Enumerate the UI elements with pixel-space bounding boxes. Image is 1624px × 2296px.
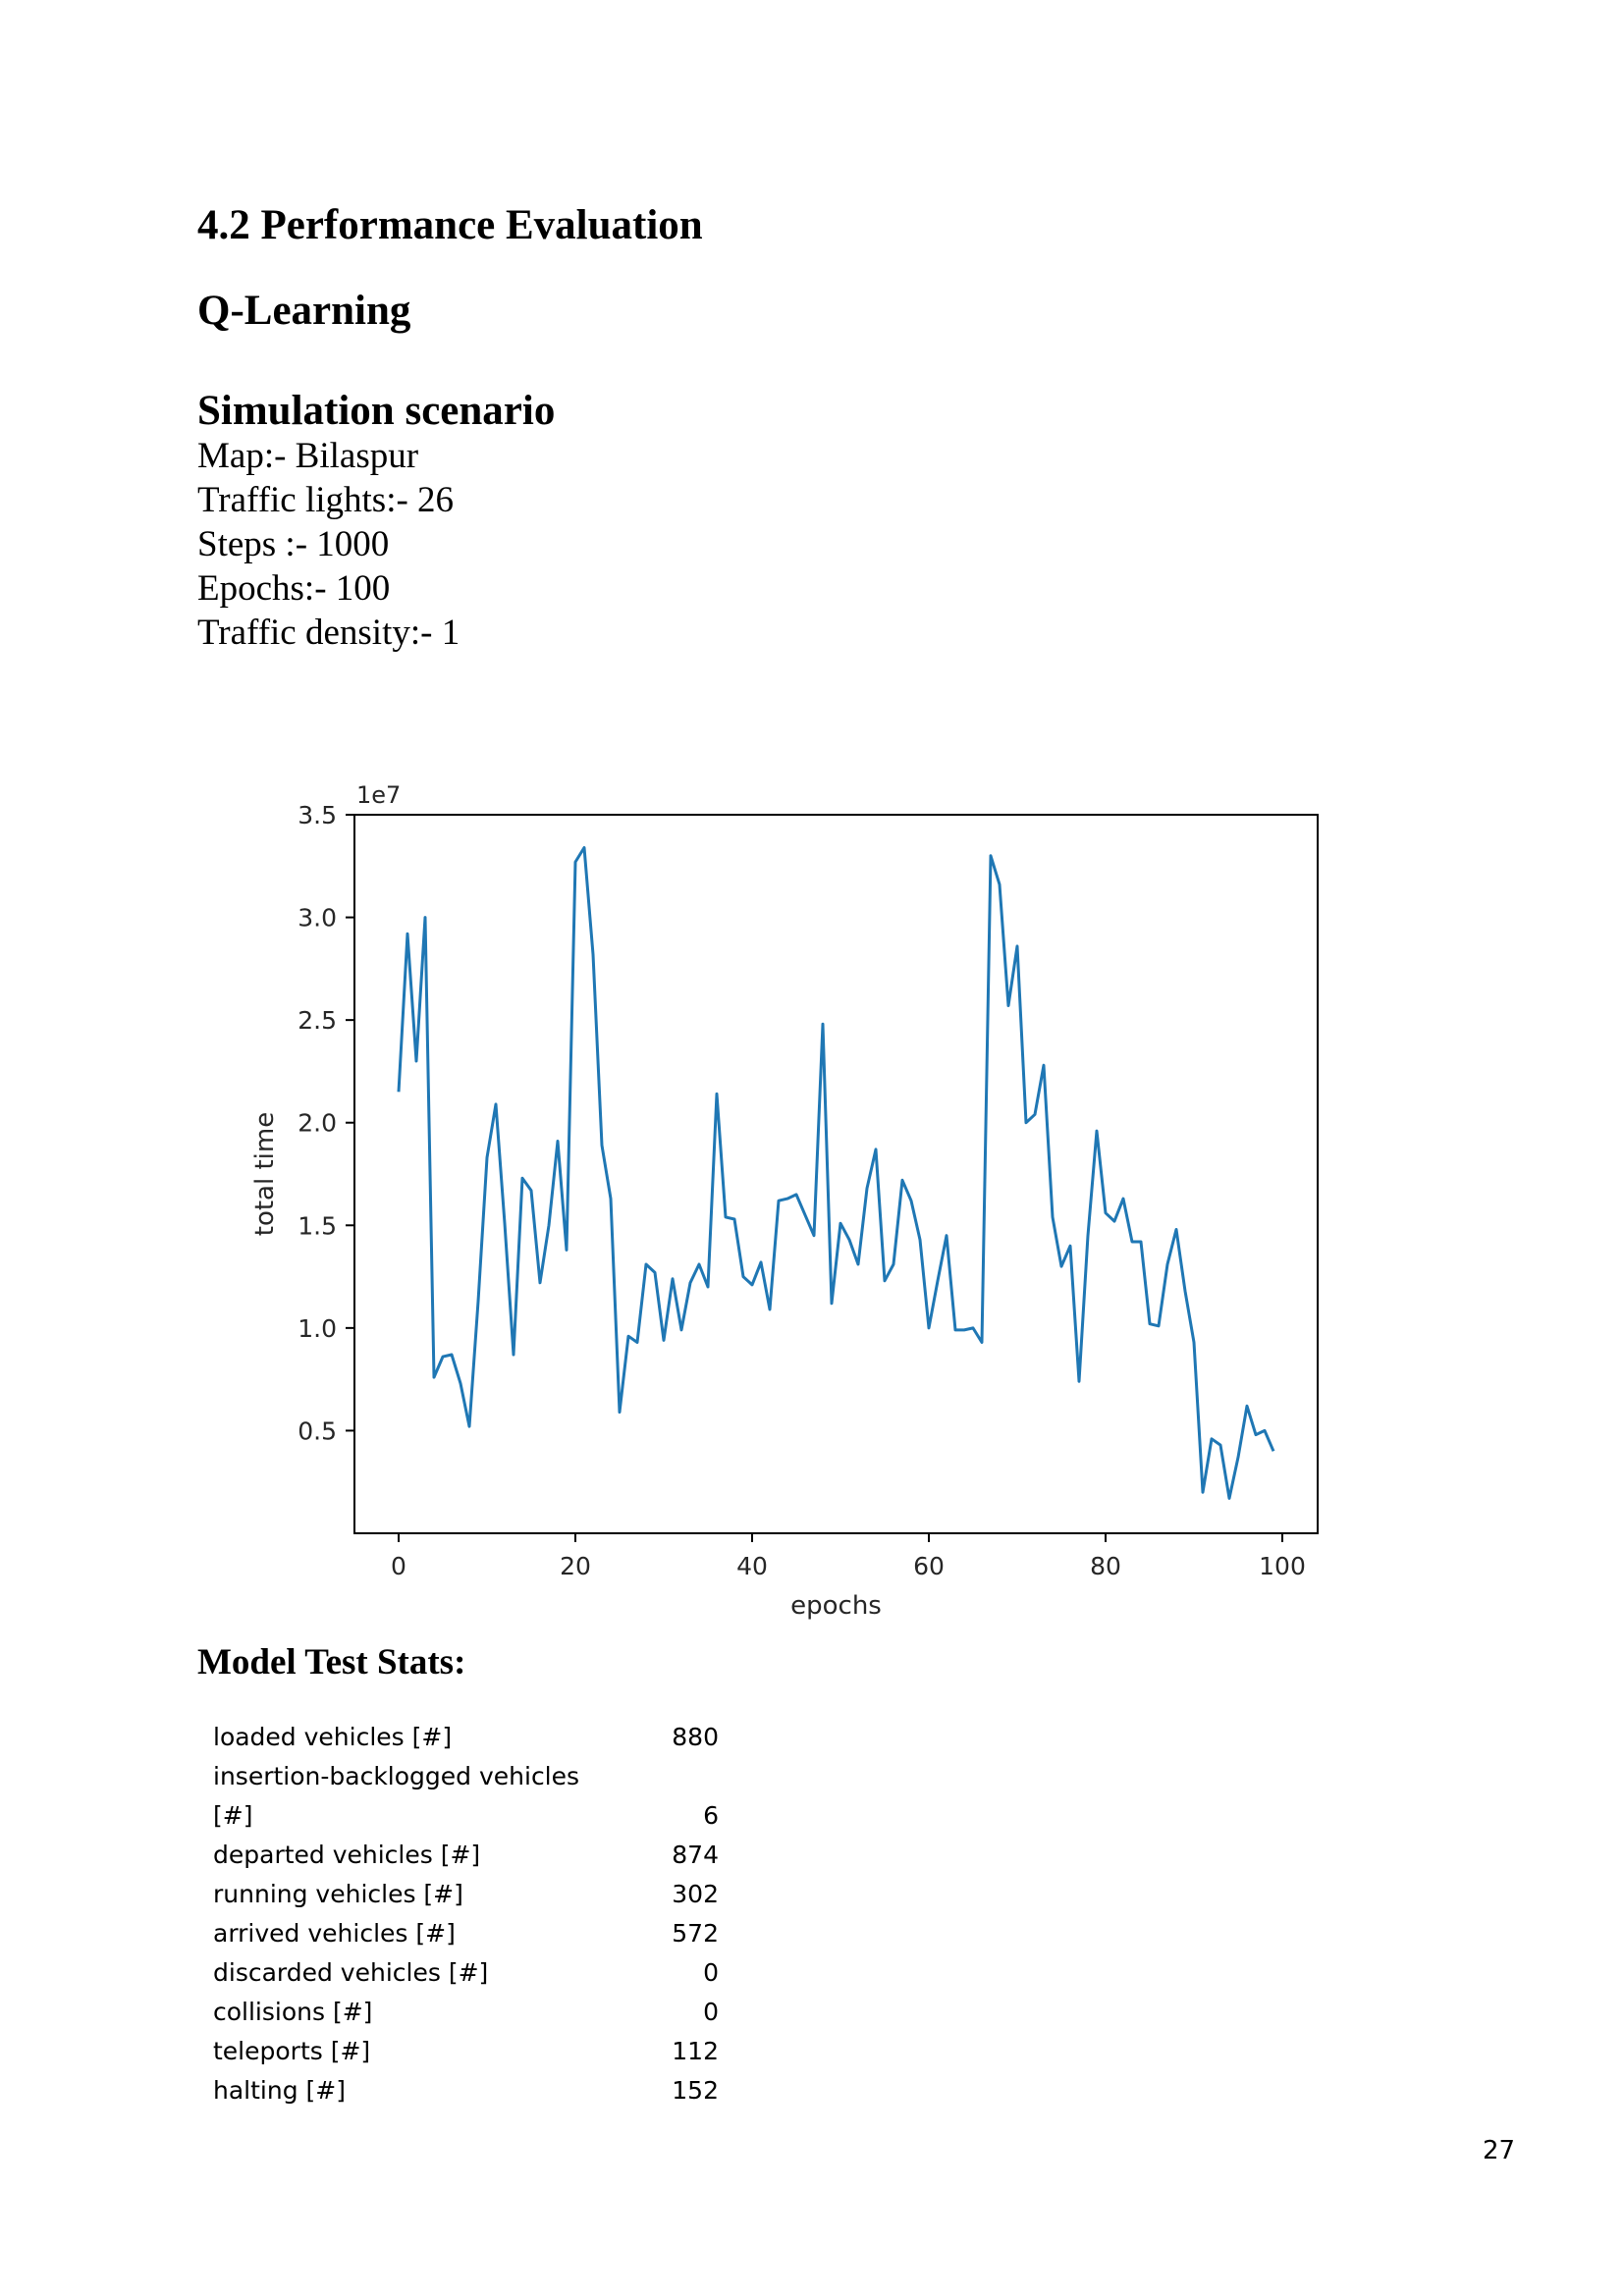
stats-row: teleports [#] 112 (213, 2030, 719, 2069)
stats-row: running vehicles [#] 302 (213, 1873, 719, 1912)
stats-label: [#] (213, 1801, 253, 1830)
stats-value: 302 (672, 1880, 719, 1908)
total-time-line-chart: 0.5 1.0 1.5 2.0 2.5 3.0 3.5 0 20 40 60 80 100 1e7 t… (250, 781, 1319, 1621)
y-tick-label: 2.5 (298, 1006, 337, 1035)
stats-label: halting [#] (213, 2076, 346, 2105)
method-heading: Q-Learning (197, 288, 411, 334)
y-tick-label: 3.5 (298, 801, 337, 829)
y-tick-label: 2.0 (298, 1109, 337, 1138)
scenario-heading: Simulation scenario (197, 388, 556, 434)
y-axis-label: total time (250, 1112, 280, 1236)
stats-label: arrived vehicles [#] (213, 1919, 456, 1948)
stats-label: departed vehicles [#] (213, 1841, 481, 1869)
scenario-list: Map:- Bilaspur Traffic lights:- 26 Steps… (197, 434, 460, 655)
model-test-stats-table: loaded vehicles [#] 880 insertion-backlogg… (213, 1716, 719, 2109)
x-tick-label: 60 (913, 1552, 945, 1580)
scenario-traffic-lights: Traffic lights:- 26 (197, 480, 455, 520)
stats-label: running vehicles [#] (213, 1880, 463, 1908)
stats-row: departed vehicles [#] 874 (213, 1834, 719, 1873)
stats-value: 874 (672, 1841, 719, 1869)
stats-label: insertion-backlogged vehicles (213, 1762, 580, 1790)
stats-value (586, 1755, 719, 1794)
x-tick-label: 40 (736, 1552, 768, 1580)
x-tick-label: 80 (1090, 1552, 1121, 1580)
plot-frame (353, 814, 1319, 1534)
x-axis-ticks: 0 20 40 60 80 100 (391, 1533, 1306, 1580)
stats-row: loaded vehicles [#] 880 (213, 1716, 719, 1755)
stats-row: collisions [#] 0 (213, 1991, 719, 2030)
y-scale-label: 1e7 (356, 781, 401, 809)
stats-value: 0 (703, 1958, 719, 1987)
y-tick-label: 0.5 (298, 1416, 337, 1445)
stats-label: loaded vehicles [#] (213, 1723, 453, 1751)
y-axis-ticks: 0.5 1.0 1.5 2.0 2.5 3.0 3.5 (298, 801, 354, 1445)
stats-value: 152 (672, 2076, 719, 2105)
y-tick-label: 3.0 (298, 904, 337, 933)
stats-row: [#] 6 (213, 1794, 719, 1834)
section-heading: 4.2 Performance Evaluation (197, 202, 703, 248)
stats-value: 880 (672, 1723, 719, 1751)
stats-row: discarded vehicles [#] 0 (213, 1951, 719, 1991)
page-number: 27 (1483, 2136, 1516, 2165)
scenario-steps: Steps :- 1000 (197, 524, 390, 564)
scenario-map: Map:- Bilaspur (197, 436, 419, 476)
y-tick-label: 1.5 (298, 1211, 337, 1240)
series-line (397, 846, 1275, 1500)
stats-row: halting [#] 152 (213, 2069, 719, 2109)
stats-label: teleports [#] (213, 2037, 371, 2065)
stats-row: insertion-backlogged vehicles (213, 1755, 719, 1794)
x-tick-label: 20 (560, 1552, 591, 1580)
scenario-epochs: Epochs:- 100 (197, 568, 391, 609)
x-axis-label: epochs (790, 1591, 882, 1621)
stats-value: 112 (672, 2037, 719, 2065)
stats-label: discarded vehicles [#] (213, 1958, 489, 1987)
y-tick-label: 1.0 (298, 1314, 337, 1343)
stats-heading: Model Test Stats: (197, 1642, 466, 1682)
stats-row: arrived vehicles [#] 572 (213, 1912, 719, 1951)
stats-value: 572 (672, 1919, 719, 1948)
stats-label: collisions [#] (213, 1998, 373, 2026)
scenario-traffic-density: Traffic density:- 1 (197, 613, 460, 653)
x-tick-label: 0 (391, 1552, 406, 1580)
stats-value: 0 (703, 1998, 719, 2026)
x-tick-label: 100 (1259, 1552, 1306, 1580)
stats-value: 6 (703, 1801, 719, 1830)
